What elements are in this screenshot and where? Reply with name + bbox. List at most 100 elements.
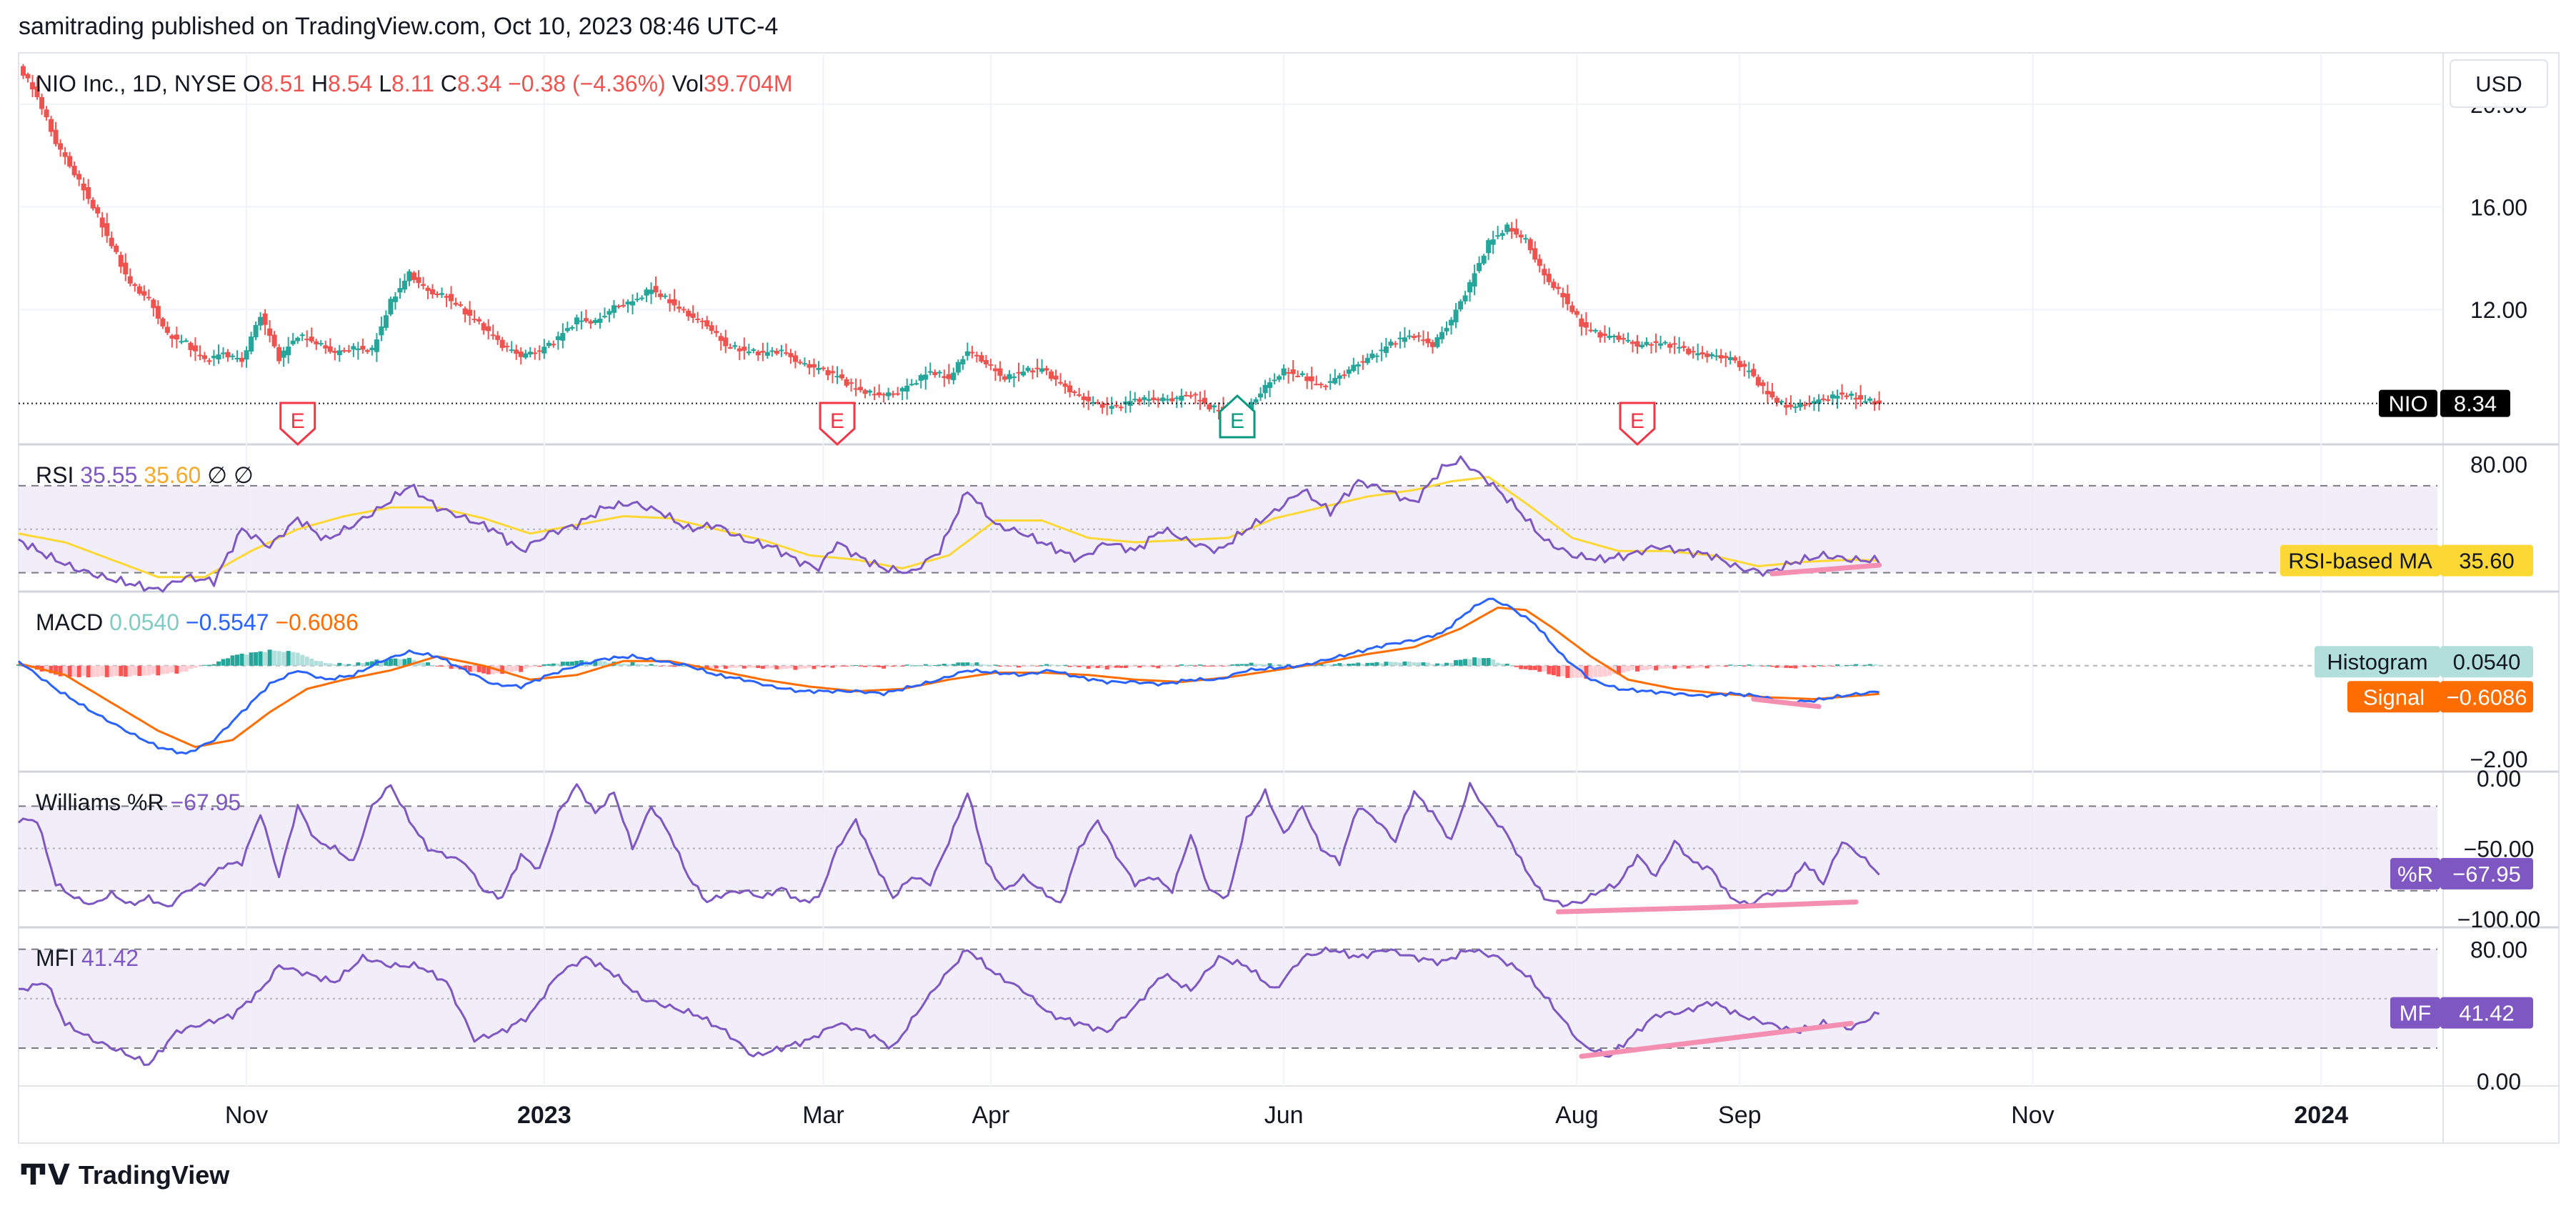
earnings-marker[interactable] [1219, 394, 1256, 439]
macd-histogram-bar [928, 665, 933, 667]
macd-histogram-bar [528, 665, 533, 667]
macd-histogram-bar [197, 665, 202, 667]
macd-histogram-bar [86, 665, 91, 678]
candle-body [1383, 346, 1389, 353]
candle-body [267, 328, 273, 337]
candle-body [802, 363, 807, 365]
brand-name: TradingView [78, 1160, 230, 1190]
candle-body [639, 297, 645, 299]
legend-c-label: C [441, 71, 457, 96]
macd-histogram-bar [1495, 662, 1500, 666]
macd-histogram-bar [839, 665, 844, 667]
candle-body [1016, 372, 1022, 374]
legend-c-value: 8.34 [457, 71, 508, 96]
candle-body [1588, 329, 1594, 332]
candle-body [1118, 407, 1124, 409]
macd-histogram-bar [1649, 665, 1654, 669]
macd-histogram-bar [1412, 662, 1417, 666]
macd-tick-label: −2.00 [2470, 747, 2528, 772]
candle-body [146, 296, 151, 299]
macd-histogram-bar [1597, 665, 1602, 677]
williams-tick-label: −100.00 [2457, 907, 2541, 932]
candle-body [514, 349, 519, 354]
macd-histogram-bar [1532, 665, 1537, 670]
macd-histogram-bar [1277, 664, 1282, 666]
time-axis-label: 2023 [517, 1102, 571, 1129]
candle-body [1290, 369, 1296, 374]
macd-histogram-bar [882, 665, 887, 669]
candle-body [988, 364, 994, 366]
macd-histogram-bar [719, 665, 724, 667]
candle-body [401, 280, 407, 290]
macd-histogram-bar [1709, 665, 1714, 667]
macd-histogram [16, 649, 1882, 679]
candle-body [188, 342, 194, 350]
rsi-divergence-line[interactable] [1769, 562, 1882, 577]
macd-histogram-bar [1667, 665, 1672, 669]
macd-histogram-bar [714, 665, 719, 669]
currency-button[interactable] [2450, 59, 2548, 108]
candle-body [569, 327, 575, 329]
macd-histogram-bar [365, 662, 370, 666]
earnings-marker[interactable] [1619, 402, 1656, 447]
candle-body [132, 284, 138, 286]
candle-body [560, 333, 566, 341]
publisher-header: samitrading published on TradingView.com… [19, 13, 779, 40]
candle-body [351, 346, 356, 350]
mfi-tag-name: MF [2400, 1001, 2432, 1026]
footer[interactable]: ͲV TradingView [19, 1159, 229, 1192]
macd-histogram-bar [984, 664, 989, 666]
macd-histogram-bar [621, 663, 626, 666]
macd-histogram-bar [1472, 657, 1477, 666]
macd-legend-signal: −0.6086 [275, 609, 359, 635]
tradingview-logo-icon: ͲV [19, 1159, 70, 1192]
macd-histogram-bar [760, 665, 765, 669]
candle-body [792, 355, 798, 362]
macd-histogram-bar [1230, 664, 1235, 666]
macd-histogram-bar [1402, 661, 1407, 666]
legend-h-label: H [311, 71, 328, 96]
macd-histogram-bar [663, 665, 668, 667]
candle-body [1542, 269, 1547, 276]
macd-histogram-bar [993, 664, 998, 666]
legend-h-value: 8.54 [328, 71, 379, 96]
mfi-divergence-line[interactable] [1579, 1020, 1854, 1060]
macd-histogram-bar [1407, 661, 1412, 666]
macd-histogram-bar [769, 665, 774, 669]
macd-histogram-bar [835, 665, 840, 667]
macd-histogram-bar [1291, 665, 1296, 667]
macd-histogram-bar [1063, 664, 1068, 666]
macd-histogram-bar [1765, 665, 1770, 667]
macd-histogram-bar [1756, 665, 1761, 667]
candle-body [992, 368, 998, 372]
macd-histogram-bar [91, 665, 96, 677]
macd-histogram-bar [1695, 665, 1700, 668]
macd-histogram-bar [63, 665, 68, 676]
earnings-marker[interactable] [279, 402, 316, 447]
candle-body [1802, 404, 1807, 407]
macd-histogram-bar [635, 664, 640, 666]
candle-body [406, 271, 412, 281]
macd-histogram-bar [723, 665, 728, 669]
macd-histogram-bar [1802, 665, 1807, 667]
candle-body [1569, 305, 1575, 312]
macd-divergence-line[interactable] [1751, 697, 1822, 709]
candle-body [1495, 235, 1501, 237]
candle-body [788, 353, 794, 357]
earnings-marker[interactable] [819, 402, 856, 447]
candle-body [1690, 351, 1696, 353]
candle-body [411, 272, 416, 280]
macd-histogram-bar [560, 662, 565, 666]
macd-histogram-bar [239, 653, 244, 666]
candle-body [1797, 402, 1803, 407]
macd-histogram-bar [1625, 665, 1630, 672]
candle-body [499, 339, 505, 349]
candle-body [1816, 399, 1822, 404]
candle-body [811, 364, 817, 368]
macd-histogram-bar [1747, 664, 1752, 666]
macd-histogram-bar [1807, 665, 1812, 667]
candle-body [1030, 370, 1036, 373]
williams-divergence-line[interactable] [1555, 899, 1859, 915]
candle-body [1379, 349, 1384, 352]
